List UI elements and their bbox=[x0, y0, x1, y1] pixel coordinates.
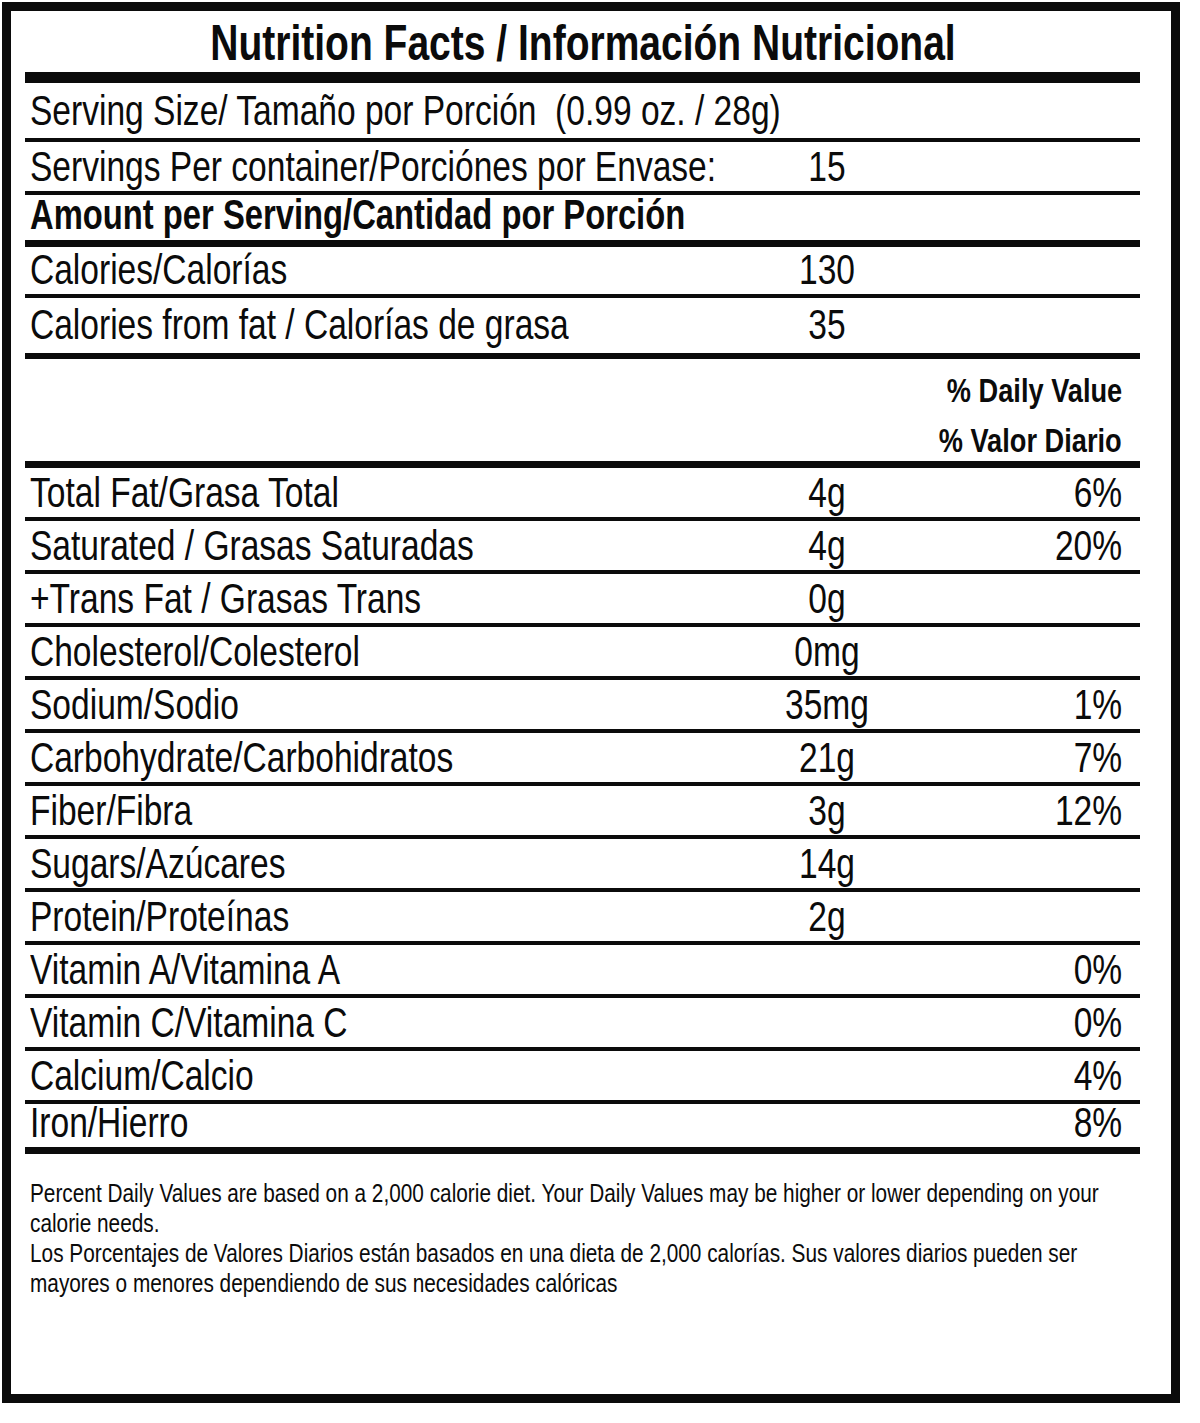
calories-from-fat-value: 35 bbox=[808, 302, 845, 347]
nutrient-amount: 0g bbox=[808, 576, 845, 621]
footnote-line-es-2: mayores o menores dependiendo de sus nec… bbox=[30, 1268, 918, 1298]
nutrient-label: Carbohydrate/Carbohidratos bbox=[30, 735, 453, 780]
calories-row: Calories/Calorías 130 bbox=[25, 247, 1140, 298]
amount-per-serving-row: Amount per Serving/Cantidad por Porción bbox=[25, 195, 1140, 247]
nutrient-label: Calcium/Calcio bbox=[30, 1053, 254, 1098]
label-title: Nutrition Facts / Información Nutriciona… bbox=[210, 17, 955, 69]
footnote: Percent Daily Values are based on a 2,00… bbox=[25, 1154, 1140, 1298]
nutrient-percent: 1% bbox=[1074, 682, 1122, 727]
nutrient-row-sodium: Sodium/Sodio 35mg 1% bbox=[25, 680, 1140, 733]
nutrient-label: Iron/Hierro bbox=[30, 1100, 188, 1145]
nutrient-row-vitamin-a: Vitamin A/Vitamina A 0% bbox=[25, 945, 1140, 998]
calories-value: 130 bbox=[799, 247, 855, 292]
nutrient-row-protein: Protein/Proteínas 2g bbox=[25, 892, 1140, 945]
nutrient-label: Total Fat/Grasa Total bbox=[30, 470, 339, 515]
nutrition-label: Nutrition Facts / Información Nutriciona… bbox=[2, 2, 1180, 1403]
calories-from-fat-label: Calories from fat / Calorías de grasa bbox=[30, 302, 569, 347]
nutrient-row-fiber: Fiber/Fibra 3g 12% bbox=[25, 786, 1140, 839]
nutrient-percent: 20% bbox=[1055, 523, 1122, 568]
nutrient-amount: 4g bbox=[808, 470, 845, 515]
nutrient-percent: 6% bbox=[1074, 470, 1122, 515]
nutrient-label: Vitamin A/Vitamina A bbox=[30, 947, 340, 992]
servings-per-container-row: Servings Per container/Porciónes por Env… bbox=[25, 142, 1140, 195]
nutrient-amount: 2g bbox=[808, 894, 845, 939]
servings-per-container-label: Servings Per container/Porciónes por Env… bbox=[30, 144, 716, 189]
nutrient-row-total-fat: Total Fat/Grasa Total 4g 6% bbox=[25, 468, 1140, 521]
label-content: Nutrition Facts / Información Nutriciona… bbox=[25, 11, 1140, 1298]
nutrient-label: +Trans Fat / Grasas Trans bbox=[30, 576, 421, 621]
nutrient-percent: 7% bbox=[1074, 735, 1122, 780]
nutrient-row-iron: Iron/Hierro 8% bbox=[25, 1104, 1140, 1154]
nutrient-amount: 4g bbox=[808, 523, 845, 568]
nutrient-label: Cholesterol/Colesterol bbox=[30, 629, 360, 674]
footnote-line-en-1: Percent Daily Values are based on a 2,00… bbox=[30, 1178, 918, 1208]
nutrient-label: Fiber/Fibra bbox=[30, 788, 192, 833]
daily-value-header-en: % Daily Value bbox=[947, 373, 1122, 408]
nutrient-label: Sodium/Sodio bbox=[30, 682, 239, 727]
nutrient-percent: 4% bbox=[1074, 1053, 1122, 1098]
nutrient-percent: 12% bbox=[1055, 788, 1122, 833]
daily-value-header-es: % Valor Diario bbox=[939, 423, 1122, 458]
calories-from-fat-row: Calories from fat / Calorías de grasa 35 bbox=[25, 298, 1140, 359]
nutrient-amount: 3g bbox=[808, 788, 845, 833]
nutrient-label: Sugars/Azúcares bbox=[30, 841, 285, 886]
title-thick-divider bbox=[25, 72, 1140, 83]
nutrient-percent: 0% bbox=[1074, 1000, 1122, 1045]
nutrient-label: Vitamin C/Vitamina C bbox=[30, 1000, 348, 1045]
nutrient-row-trans-fat: +Trans Fat / Grasas Trans 0g bbox=[25, 574, 1140, 627]
footnote-line-en-2: calorie needs. bbox=[30, 1208, 918, 1238]
nutrient-row-calcium: Calcium/Calcio 4% bbox=[25, 1051, 1140, 1104]
nutrient-row-cholesterol: Cholesterol/Colesterol 0mg bbox=[25, 627, 1140, 680]
nutrient-amount: 21g bbox=[799, 735, 855, 780]
calories-label: Calories/Calorías bbox=[30, 247, 287, 292]
nutrient-label: Protein/Proteínas bbox=[30, 894, 289, 939]
nutrient-row-vitamin-c: Vitamin C/Vitamina C 0% bbox=[25, 998, 1140, 1051]
nutrient-percent: 0% bbox=[1074, 947, 1122, 992]
daily-value-header: % Daily Value % Valor Diario bbox=[25, 359, 1140, 468]
footnote-line-es-1: Los Porcentajes de Valores Diarios están… bbox=[30, 1238, 918, 1268]
nutrient-row-sugars: Sugars/Azúcares 14g bbox=[25, 839, 1140, 892]
nutrient-row-carbohydrate: Carbohydrate/Carbohidratos 21g 7% bbox=[25, 733, 1140, 786]
servings-per-container-value: 15 bbox=[808, 144, 845, 189]
nutrient-row-saturated-fat: Saturated / Grasas Saturadas 4g 20% bbox=[25, 521, 1140, 574]
serving-size-text: Serving Size/ Tamaño por Porción (0.99 o… bbox=[30, 88, 781, 133]
nutrient-amount: 35mg bbox=[785, 682, 869, 727]
nutrient-percent: 8% bbox=[1074, 1100, 1122, 1145]
nutrient-label: Saturated / Grasas Saturadas bbox=[30, 523, 474, 568]
nutrient-amount: 0mg bbox=[794, 629, 859, 674]
amount-per-serving-heading: Amount per Serving/Cantidad por Porción bbox=[30, 193, 685, 237]
nutrient-amount: 14g bbox=[799, 841, 855, 886]
label-header: Nutrition Facts / Información Nutriciona… bbox=[25, 11, 1140, 72]
serving-size-row: Serving Size/ Tamaño por Porción (0.99 o… bbox=[25, 83, 1140, 142]
